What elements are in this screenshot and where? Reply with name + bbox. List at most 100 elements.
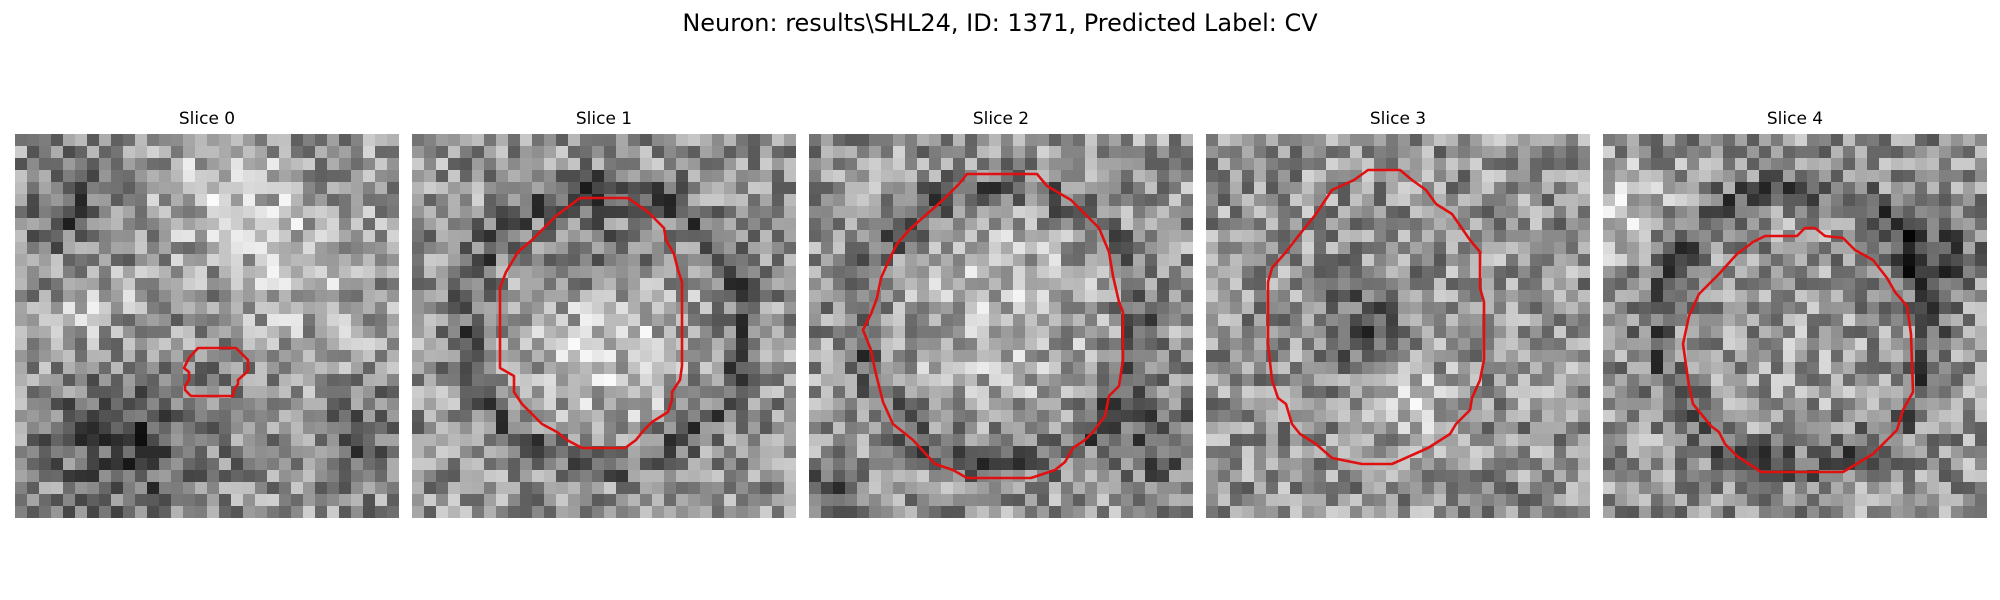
pixel-cell — [520, 338, 533, 351]
pixel-cell — [556, 326, 569, 339]
pixel-cell — [1795, 458, 1808, 471]
pixel-cell — [1627, 422, 1640, 435]
pixel-cell — [87, 494, 100, 507]
pixel-cell — [736, 290, 749, 303]
pixel-cell — [1458, 278, 1471, 291]
pixel-cell — [568, 146, 581, 159]
pixel-cell — [460, 230, 473, 243]
pixel-cell — [375, 470, 388, 483]
pixel-cell — [1470, 506, 1483, 518]
pixel-cell — [279, 194, 292, 207]
pixel-cell — [1615, 146, 1628, 159]
pixel-cell — [1951, 434, 1964, 447]
pixel-cell — [1615, 434, 1628, 447]
pixel-cell — [1795, 194, 1808, 207]
pixel-cell — [51, 482, 64, 495]
pixel-cell — [472, 446, 485, 459]
pixel-cell — [1867, 422, 1880, 435]
pixel-cell — [1542, 482, 1555, 495]
pixel-cell — [1434, 482, 1447, 495]
pixel-cell — [1121, 146, 1134, 159]
pixel-cell — [267, 182, 280, 195]
pixel-cell — [1819, 410, 1832, 423]
pixel-cell — [700, 302, 713, 315]
pixel-cell — [712, 146, 725, 159]
pixel-cell — [1326, 470, 1339, 483]
pixel-cell — [568, 182, 581, 195]
pixel-cell — [1109, 242, 1122, 255]
pixel-cell — [1891, 206, 1904, 219]
pixel-cell — [1663, 374, 1676, 387]
pixel-cell — [375, 506, 388, 518]
pixel-cell — [652, 374, 665, 387]
pixel-cell — [1807, 374, 1820, 387]
pixel-cell — [1398, 242, 1411, 255]
pixel-cell — [1458, 446, 1471, 459]
pixel-cell — [1254, 206, 1267, 219]
pixel-cell — [1169, 410, 1182, 423]
pixel-cell — [893, 446, 906, 459]
pixel-cell — [1482, 170, 1495, 183]
pixel-cell — [87, 434, 100, 447]
pixel-cell — [279, 398, 292, 411]
pixel-cell — [460, 266, 473, 279]
pixel-cell — [1735, 242, 1748, 255]
pixel-cell — [135, 326, 148, 339]
pixel-cell — [1338, 506, 1351, 518]
pixel-cell — [1350, 302, 1363, 315]
pixel-cell — [315, 314, 328, 327]
pixel-cell — [1218, 410, 1231, 423]
pixel-cell — [941, 290, 954, 303]
pixel-cell — [845, 458, 858, 471]
pixel-cell — [1085, 170, 1098, 183]
pixel-cell — [1494, 254, 1507, 267]
pixel-cell — [1795, 398, 1808, 411]
pixel-cell — [1434, 230, 1447, 243]
pixel-cell — [1458, 182, 1471, 195]
pixel-cell — [339, 134, 352, 147]
pixel-cell — [1025, 422, 1038, 435]
pixel-cell — [917, 410, 930, 423]
pixel-cell — [424, 242, 437, 255]
pixel-cell — [99, 434, 112, 447]
pixel-cell — [917, 266, 930, 279]
pixel-cell — [327, 290, 340, 303]
pixel-cell — [424, 302, 437, 315]
pixel-cell — [1819, 338, 1832, 351]
pixel-cell — [375, 230, 388, 243]
pixel-cell — [1278, 170, 1291, 183]
pixel-cell — [917, 254, 930, 267]
pixel-cell — [1783, 350, 1796, 363]
pixel-cell — [1807, 158, 1820, 171]
pixel-cell — [135, 134, 148, 147]
pixel-cell — [1951, 254, 1964, 267]
pixel-cell — [1783, 410, 1796, 423]
pixel-cell — [123, 482, 136, 495]
pixel-cell — [1145, 326, 1158, 339]
pixel-cell — [869, 194, 882, 207]
pixel-cell — [1963, 290, 1976, 303]
pixel-cell — [1073, 398, 1086, 411]
pixel-cell — [748, 398, 761, 411]
pixel-cell — [1915, 362, 1928, 375]
pixel-cell — [821, 434, 834, 447]
pixel-cell — [977, 194, 990, 207]
pixel-cell — [700, 230, 713, 243]
pixel-cell — [712, 266, 725, 279]
pixel-cell — [1566, 302, 1579, 315]
pixel-cell — [784, 422, 796, 435]
pixel-cell — [1398, 398, 1411, 411]
pixel-cell — [496, 350, 509, 363]
pixel-cell — [1603, 386, 1616, 399]
pixel-cell — [51, 218, 64, 231]
pixel-cell — [965, 206, 978, 219]
pixel-cell — [1121, 254, 1134, 267]
pixel-cell — [27, 206, 40, 219]
pixel-cell — [592, 506, 605, 518]
pixel-cell — [580, 470, 593, 483]
pixel-cell — [977, 422, 990, 435]
pixel-cell — [496, 302, 509, 315]
pixel-cell — [147, 494, 160, 507]
pixel-cell — [315, 470, 328, 483]
pixel-cell — [1085, 506, 1098, 518]
